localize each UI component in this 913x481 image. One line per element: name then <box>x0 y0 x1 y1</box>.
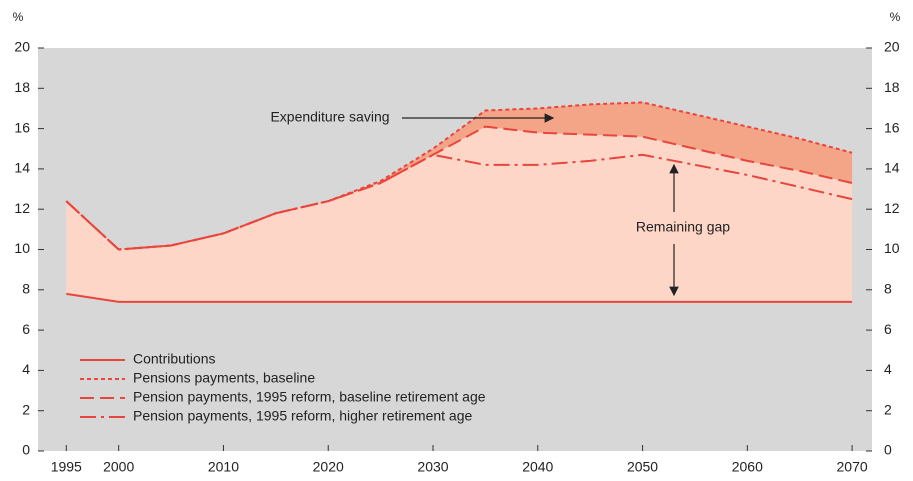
x-tick-label: 2060 <box>732 459 763 475</box>
y2-tick-label: 12 <box>884 200 900 216</box>
x-tick-label: 2070 <box>837 459 868 475</box>
y2-unit: % <box>890 10 901 24</box>
y2-tick-label: 10 <box>884 240 900 256</box>
y2-tick-label: 4 <box>884 361 892 377</box>
legend-label: Pensions payments, baseline <box>133 370 315 386</box>
y-tick-label: 18 <box>14 79 30 95</box>
y2-tick-label: 0 <box>884 442 892 458</box>
y-tick-label: 12 <box>14 200 30 216</box>
y2-tick-label: 14 <box>884 160 900 176</box>
y2-tick-label: 8 <box>884 281 892 297</box>
y-tick-label: 14 <box>14 160 30 176</box>
x-tick-label: 2010 <box>208 459 239 475</box>
y-tick-label: 8 <box>22 281 30 297</box>
y2-tick-label: 18 <box>884 79 900 95</box>
x-tick-label: 2050 <box>627 459 658 475</box>
y-tick-label: 10 <box>14 240 30 256</box>
x-tick-label: 2040 <box>522 459 553 475</box>
y2-tick-label: 20 <box>884 39 900 55</box>
line <box>65 153 853 251</box>
y2-tick-label: 16 <box>884 119 900 135</box>
y2-tick-label: 2 <box>884 401 892 417</box>
y-tick-label: 6 <box>22 321 30 337</box>
legend-label: Contributions <box>133 351 216 367</box>
y-tick-label: 2 <box>22 401 30 417</box>
y2-tick-label: 6 <box>884 321 892 337</box>
x-tick-label: 1995 <box>51 459 82 475</box>
y-tick-label: 4 <box>22 361 30 377</box>
legend-label: Pension payments, 1995 reform, baseline … <box>133 389 486 405</box>
line <box>66 292 853 303</box>
y-tick-label: 16 <box>14 119 30 135</box>
annotation: Remaining gap <box>636 219 730 235</box>
y-unit: % <box>13 10 24 24</box>
x-tick-label: 2000 <box>103 459 134 475</box>
area-fill <box>66 126 853 302</box>
y-tick-label: 20 <box>14 39 30 55</box>
x-tick-label: 2020 <box>313 459 344 475</box>
x-tick-label: 2030 <box>417 459 448 475</box>
legend-label: Pension payments, 1995 reform, higher re… <box>133 408 473 424</box>
y-tick-label: 0 <box>22 442 30 458</box>
annotation: Expenditure saving <box>270 109 389 125</box>
